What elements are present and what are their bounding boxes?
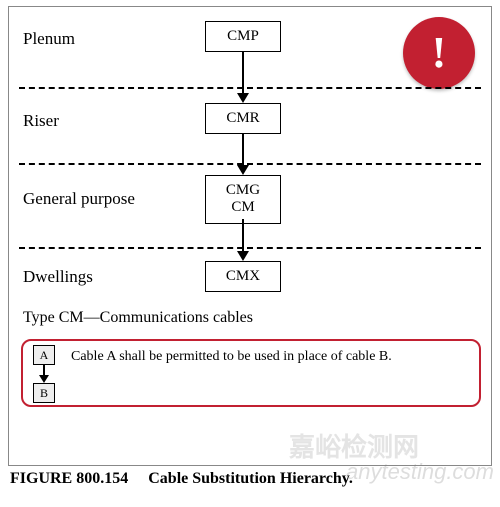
diagram-frame: ! Plenum CMP Riser CMR General purpose C…	[8, 6, 492, 466]
separator	[19, 87, 481, 89]
row-label-riser: Riser	[23, 111, 59, 131]
cable-box-cmg: CMG CM	[205, 175, 281, 224]
alert-badge-icon: !	[403, 17, 475, 89]
legend-arrow-head-icon	[39, 375, 49, 383]
arrow-line	[242, 219, 244, 251]
cable-box-cmp: CMP	[205, 21, 281, 52]
row-label-dwellings: Dwellings	[23, 267, 93, 287]
arrow-head-icon	[237, 93, 249, 103]
arrow-line	[242, 133, 244, 165]
separator	[19, 163, 481, 165]
arrow-head-icon	[237, 165, 249, 175]
figure-title: Cable Substitution Hierarchy.	[148, 470, 353, 487]
legend-box: A B Cable A shall be permitted to be use…	[21, 339, 481, 407]
legend-text: Cable A shall be permitted to be used in…	[71, 349, 392, 364]
row-label-plenum: Plenum	[23, 29, 75, 49]
figure-number: FIGURE 800.154	[10, 470, 128, 487]
watermark-a: 嘉峪检测网	[289, 427, 419, 464]
cable-box-cmr: CMR	[205, 103, 281, 134]
arrow-head-icon	[237, 251, 249, 261]
diagram-subtitle: Type CM—Communications cables	[23, 309, 253, 327]
arrow-line	[242, 51, 244, 93]
legend-node-a: A	[33, 345, 55, 365]
cable-box-cmx: CMX	[205, 261, 281, 292]
figure-caption: FIGURE 800.154 Cable Substitution Hierar…	[10, 470, 500, 488]
separator	[19, 247, 481, 249]
legend-node-b: B	[33, 383, 55, 403]
row-label-general: General purpose	[23, 189, 135, 209]
